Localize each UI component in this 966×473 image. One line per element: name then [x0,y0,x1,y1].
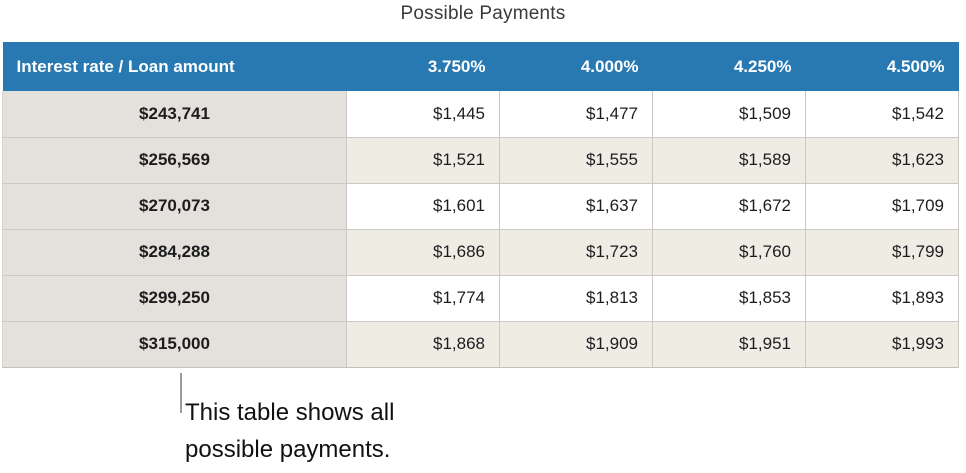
payment-cell[interactable]: $1,477 [499,91,653,138]
corner-header-cell[interactable]: Interest rate / Loan amount [2,42,347,91]
table-row: $284,288 $1,686 $1,723 $1,760 $1,799 [2,229,959,276]
rate-header-cell[interactable]: 4.500% [805,42,959,91]
payment-cell[interactable]: $1,799 [805,229,959,276]
payment-cell[interactable]: $1,672 [652,183,806,230]
payment-cell[interactable]: $1,542 [805,91,959,138]
page-title: Possible Payments [400,3,566,24]
payment-cell[interactable]: $1,709 [805,183,959,230]
loan-amount-cell[interactable]: $315,000 [2,321,347,368]
possible-payments-table: Interest rate / Loan amount 3.750% 4.000… [2,42,959,368]
rate-header-cell[interactable]: 4.250% [652,42,806,91]
payment-cell[interactable]: $1,760 [652,229,806,276]
payment-cell[interactable]: $1,686 [346,229,500,276]
table-row: $299,250 $1,774 $1,813 $1,853 $1,893 [2,275,959,322]
loan-amount-cell[interactable]: $270,073 [2,183,347,230]
payment-cell[interactable]: $1,868 [346,321,500,368]
payment-cell[interactable]: $1,853 [652,275,806,322]
loan-amount-cell[interactable]: $243,741 [2,91,347,138]
payment-cell[interactable]: $1,509 [652,91,806,138]
callout-leader-line [180,373,182,413]
payment-cell[interactable]: $1,445 [346,91,500,138]
payment-cell[interactable]: $1,813 [499,275,653,322]
table-header-row: Interest rate / Loan amount 3.750% 4.000… [2,42,959,91]
rate-header-cell[interactable]: 4.000% [499,42,653,91]
payment-cell[interactable]: $1,951 [652,321,806,368]
callout-text: This table shows all possible payments. [185,399,395,463]
payment-cell[interactable]: $1,623 [805,137,959,184]
payment-cell[interactable]: $1,589 [652,137,806,184]
payment-cell[interactable]: $1,637 [499,183,653,230]
loan-amount-cell[interactable]: $256,569 [2,137,347,184]
payment-cell[interactable]: $1,993 [805,321,959,368]
payment-cell[interactable]: $1,723 [499,229,653,276]
table-row: $256,569 $1,521 $1,555 $1,589 $1,623 [2,137,959,184]
table-row: $315,000 $1,868 $1,909 $1,951 $1,993 [2,321,959,368]
payment-cell[interactable]: $1,555 [499,137,653,184]
payment-cell[interactable]: $1,774 [346,275,500,322]
table-row: $243,741 $1,445 $1,477 $1,509 $1,542 [2,91,959,138]
loan-amount-cell[interactable]: $299,250 [2,275,347,322]
loan-amount-cell[interactable]: $284,288 [2,229,347,276]
payment-cell[interactable]: $1,521 [346,137,500,184]
rate-header-cell[interactable]: 3.750% [346,42,500,91]
table-row: $270,073 $1,601 $1,637 $1,672 $1,709 [2,183,959,230]
payment-cell[interactable]: $1,909 [499,321,653,368]
payment-cell[interactable]: $1,893 [805,275,959,322]
payment-cell[interactable]: $1,601 [346,183,500,230]
